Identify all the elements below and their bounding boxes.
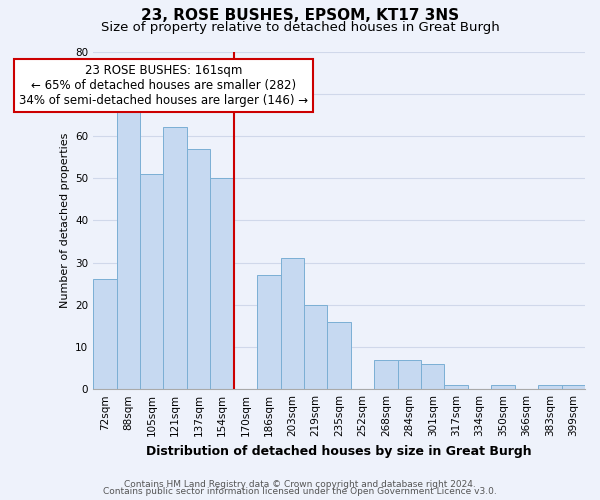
- Bar: [562, 385, 585, 389]
- Text: Contains HM Land Registry data © Crown copyright and database right 2024.: Contains HM Land Registry data © Crown c…: [124, 480, 476, 489]
- Bar: [93, 280, 116, 389]
- Bar: [445, 385, 468, 389]
- Y-axis label: Number of detached properties: Number of detached properties: [59, 132, 70, 308]
- Bar: [163, 128, 187, 389]
- Bar: [491, 385, 515, 389]
- Bar: [374, 360, 398, 389]
- X-axis label: Distribution of detached houses by size in Great Burgh: Distribution of detached houses by size …: [146, 444, 532, 458]
- Bar: [210, 178, 233, 389]
- Text: Size of property relative to detached houses in Great Burgh: Size of property relative to detached ho…: [101, 21, 499, 34]
- Bar: [304, 305, 328, 389]
- Text: 23 ROSE BUSHES: 161sqm
← 65% of detached houses are smaller (282)
34% of semi-de: 23 ROSE BUSHES: 161sqm ← 65% of detached…: [19, 64, 308, 107]
- Text: 23, ROSE BUSHES, EPSOM, KT17 3NS: 23, ROSE BUSHES, EPSOM, KT17 3NS: [141, 8, 459, 22]
- Bar: [140, 174, 163, 389]
- Bar: [398, 360, 421, 389]
- Bar: [281, 258, 304, 389]
- Bar: [421, 364, 445, 389]
- Bar: [328, 322, 351, 389]
- Bar: [116, 106, 140, 389]
- Bar: [257, 275, 281, 389]
- Bar: [538, 385, 562, 389]
- Bar: [187, 148, 210, 389]
- Text: Contains public sector information licensed under the Open Government Licence v3: Contains public sector information licen…: [103, 487, 497, 496]
